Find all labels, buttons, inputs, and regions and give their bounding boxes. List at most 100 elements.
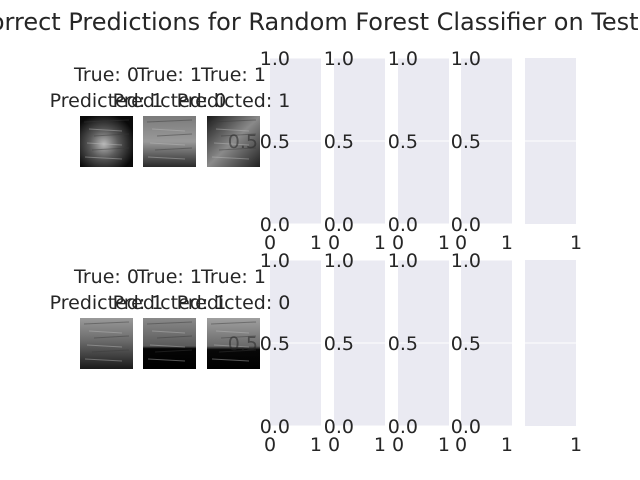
image-texture [86, 142, 123, 146]
y-tick-label: 0.5 [324, 333, 354, 355]
x-tick-label: 0 [264, 232, 276, 254]
x-tick-label: 1 [570, 434, 582, 456]
true-label: True: 1 [136, 64, 202, 86]
image-texture [83, 119, 130, 123]
x-tick-label: 1 [501, 434, 513, 456]
image-texture [147, 156, 186, 160]
y-tick-label: 0.5 [228, 333, 258, 355]
x-tick-label: 0 [328, 434, 340, 456]
predicted-label: Predicted: 1 [50, 292, 164, 314]
y-tick-label: 1.0 [451, 250, 481, 272]
x-tick-label: 0 [455, 434, 467, 456]
image-texture [151, 128, 186, 132]
true-label: True: 1 [200, 266, 266, 288]
y-tick-label: 1.0 [260, 250, 290, 272]
y-tick-label: 0.5 [228, 131, 258, 153]
grayscale-ultrasound-image [143, 116, 196, 167]
y-tick-label: 0.0 [260, 416, 290, 438]
image-texture [149, 344, 186, 348]
image-texture [210, 119, 257, 123]
x-tick-label: 1 [310, 434, 322, 456]
x-tick-label: 0 [392, 232, 404, 254]
x-tick-label: 0 [392, 434, 404, 456]
y-tick-label: 0.0 [451, 214, 481, 236]
predicted-label: Predicted: 1 [177, 90, 291, 112]
true-label: True: 1 [136, 266, 202, 288]
image-texture [154, 349, 193, 353]
y-tick-label: 0.5 [388, 333, 418, 355]
image-texture [88, 128, 123, 132]
true-label: True: 0 [73, 64, 139, 86]
y-tick-label: 0.5 [260, 131, 290, 153]
image-texture [93, 133, 130, 137]
predicted-label: Predicted: 0 [177, 292, 291, 314]
image-texture [215, 128, 250, 132]
image-texture [83, 321, 130, 325]
image-texture [211, 156, 250, 160]
image-texture [146, 119, 193, 123]
y-tick-label: 1.0 [324, 250, 354, 272]
x-tick-label: 1 [501, 232, 513, 254]
y-tick-label: 0.0 [324, 416, 354, 438]
x-tick-label: 1 [438, 232, 450, 254]
x-tick-label: 0 [264, 434, 276, 456]
predicted-label: Predicted: 1 [113, 292, 227, 314]
image-texture [218, 147, 257, 151]
image-texture [211, 358, 250, 362]
y-tick-label: 0.0 [388, 214, 418, 236]
image-texture [147, 358, 186, 362]
grayscale-ultrasound-image [207, 318, 260, 369]
x-tick-label: 1 [438, 434, 450, 456]
predicted-label: Predicted: 1 [50, 90, 164, 112]
image-texture [156, 133, 193, 137]
x-tick-label: 1 [374, 434, 386, 456]
grayscale-ultrasound-image [80, 318, 133, 369]
image-texture [218, 349, 257, 353]
image-texture [91, 147, 130, 151]
image-texture [156, 335, 193, 339]
image-texture [154, 147, 193, 151]
true-label: True: 1 [200, 64, 266, 86]
image-texture [213, 344, 250, 348]
image-texture [215, 330, 250, 334]
predicted-label: Predicted: 0 [113, 90, 227, 112]
y-tick-label: 0.0 [260, 214, 290, 236]
true-label: True: 0 [73, 266, 139, 288]
x-tick-label: 0 [328, 232, 340, 254]
y-tick-label: 1.0 [388, 250, 418, 272]
image-texture [88, 330, 123, 334]
image-texture [220, 133, 257, 137]
y-tick-label: 0.5 [451, 333, 481, 355]
grayscale-ultrasound-image [143, 318, 196, 369]
y-tick-label: 0.5 [388, 131, 418, 153]
image-texture [213, 142, 250, 146]
y-tick-label: 0.5 [260, 333, 290, 355]
y-tick-label: 1.0 [451, 48, 481, 70]
x-tick-label: 1 [570, 232, 582, 254]
image-texture [93, 335, 130, 339]
image-texture [84, 358, 123, 362]
image-texture [210, 321, 257, 325]
grayscale-ultrasound-image [207, 116, 260, 167]
y-tick-label: 0.0 [388, 416, 418, 438]
y-tick-label: 1.0 [324, 48, 354, 70]
y-tick-label: 1.0 [260, 48, 290, 70]
x-tick-label: 1 [310, 232, 322, 254]
figure-title: Incorrect Predictions for Random Forest … [0, 8, 640, 36]
y-tick-label: 0.0 [451, 416, 481, 438]
image-texture [220, 335, 257, 339]
image-texture [86, 344, 123, 348]
grayscale-ultrasound-image [80, 116, 133, 167]
image-texture [151, 330, 186, 334]
y-tick-label: 0.0 [324, 214, 354, 236]
image-texture [146, 321, 193, 325]
y-tick-label: 0.5 [451, 131, 481, 153]
x-tick-label: 0 [455, 232, 467, 254]
image-texture [149, 142, 186, 146]
image-texture [91, 349, 130, 353]
y-tick-label: 1.0 [388, 48, 418, 70]
image-texture [84, 156, 123, 160]
x-tick-label: 1 [374, 232, 386, 254]
